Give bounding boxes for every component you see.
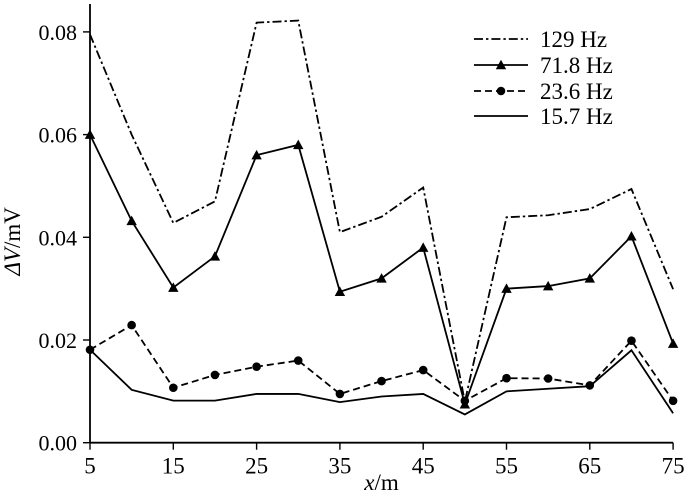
svg-text:55: 55	[495, 454, 518, 479]
svg-text:5: 5	[84, 454, 96, 479]
svg-text:0.08: 0.08	[39, 20, 78, 45]
svg-text:45: 45	[412, 454, 435, 479]
svg-text:71.8 Hz: 71.8 Hz	[540, 53, 613, 78]
svg-text:x/m: x/m	[363, 470, 399, 495]
svg-text:0.06: 0.06	[39, 123, 78, 148]
svg-text:25: 25	[245, 454, 268, 479]
svg-text:0.00: 0.00	[39, 431, 78, 456]
svg-text:23.6 Hz: 23.6 Hz	[540, 79, 613, 104]
svg-text:15.7 Hz: 15.7 Hz	[540, 104, 613, 129]
svg-text:0.04: 0.04	[39, 225, 78, 250]
svg-text:75: 75	[662, 454, 685, 479]
svg-text:ΔV/mV: ΔV/mV	[0, 207, 25, 277]
svg-text:35: 35	[328, 454, 351, 479]
svg-text:0.02: 0.02	[39, 328, 78, 353]
svg-text:129 Hz: 129 Hz	[540, 27, 607, 52]
svg-text:65: 65	[578, 454, 601, 479]
svg-text:15: 15	[162, 454, 185, 479]
